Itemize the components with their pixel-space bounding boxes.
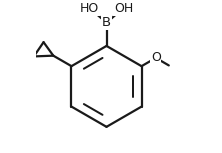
Text: OH: OH bbox=[114, 2, 133, 15]
Text: B: B bbox=[102, 16, 111, 29]
Text: O: O bbox=[151, 51, 161, 64]
Text: HO: HO bbox=[80, 2, 99, 15]
